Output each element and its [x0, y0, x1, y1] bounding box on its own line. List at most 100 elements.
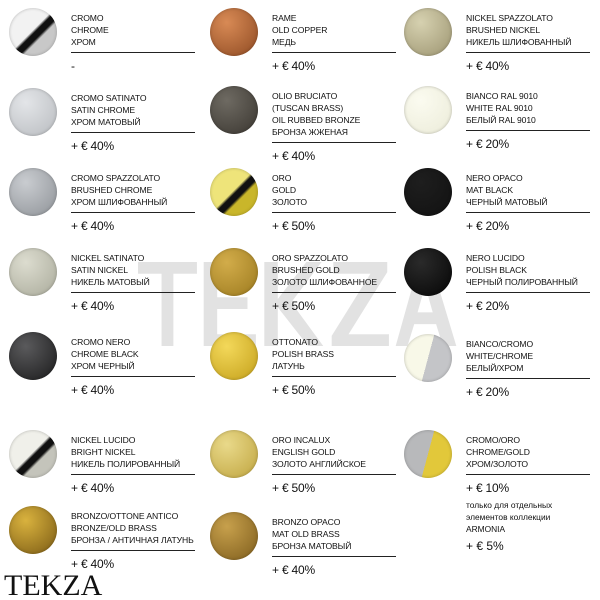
- finish-name-line: ORO: [272, 173, 292, 183]
- finish-item: NICKEL SPAZZOLATO BRUSHED NICKEL НИКЕЛЬ ШЛ…: [404, 8, 600, 88]
- finish-price: + € 40%: [71, 299, 114, 313]
- finish-name-line: ЗОЛОТО ШЛИФОВАННОЕ: [272, 277, 378, 287]
- finish-name-line: GOLD: [272, 185, 296, 195]
- finish-name-line: БЕЛЫЙ/ХРОМ: [466, 363, 524, 373]
- finish-price: + € 40%: [272, 149, 315, 163]
- finish-swatch: [404, 334, 452, 382]
- watermark-letter: [331, 262, 389, 346]
- finish-names: NICKEL LUCIDO BRIGHT NICKEL НИКЕЛЬ ПОЛИРОВ…: [71, 434, 195, 475]
- finish-name-line: ХРОМ/ЗОЛОТО: [466, 459, 528, 469]
- finish-name-line: NICKEL SPAZZOLATO: [466, 13, 553, 23]
- finish-name-line: MAT OLD BRASS: [272, 529, 340, 539]
- finish-name-line: OLIO BRUCIATO: [272, 91, 338, 101]
- finish-name-line: ORO SPAZZOLATO: [272, 253, 348, 263]
- finish-name-line: ЛАТУНЬ: [272, 361, 305, 371]
- finish-name-line: NERO OPACO: [466, 173, 523, 183]
- finish-name-line: ENGLISH GOLD: [272, 447, 336, 457]
- finish-name-line: BRUSHED CHROME: [71, 185, 153, 195]
- finish-name-line: CHROME BLACK: [71, 349, 139, 359]
- finish-swatch: [9, 168, 57, 216]
- finish-name-line: SATIN NICKEL: [71, 265, 128, 275]
- finish-name-line: ЧЕРНЫЙ ПОЛИРОВАННЫЙ: [466, 277, 578, 287]
- finish-name-line: BRUSHED GOLD: [272, 265, 340, 275]
- finish-name-line: NERO LUCIDO: [466, 253, 525, 263]
- finish-name-line: BRIGHT NICKEL: [71, 447, 136, 457]
- finish-swatch: [9, 430, 57, 478]
- finish-swatch: [9, 248, 57, 296]
- finish-name-line: MAT BLACK: [466, 185, 514, 195]
- finish-item: OLIO BRUCIATO (TUSCAN BRASS) OIL RUBBED BR…: [210, 86, 410, 166]
- finish-name-line: NICKEL LUCIDO: [71, 435, 136, 445]
- finish-price: + € 50%: [272, 219, 315, 233]
- finish-price: + € 40%: [71, 383, 114, 397]
- finish-swatch: [9, 506, 57, 554]
- finish-name-line: НИКЕЛЬ МАТОВЫЙ: [71, 277, 150, 287]
- finish-price: + € 40%: [272, 59, 315, 73]
- finish-names: ORO GOLD ЗОЛОТО: [272, 172, 396, 213]
- finish-name-line: МЕДЬ: [272, 37, 296, 47]
- finish-price: + € 40%: [272, 563, 315, 577]
- finish-note-line: ARMONIA: [466, 524, 506, 534]
- finish-names: BRONZO OPACO MAT OLD BRASS БРОНЗА МАТОВЫЙ: [272, 516, 396, 557]
- finish-name-line: ХРОМ МАТОВЫЙ: [71, 117, 141, 127]
- finish-item: ORO INCALUX ENGLISH GOLD ЗОЛОТО АНГЛИЙСКОЕ…: [210, 430, 410, 510]
- finish-name-line: POLISH BRASS: [272, 349, 334, 359]
- finish-name-line: БРОНЗА / АНТИЧНАЯ ЛАТУНЬ: [71, 535, 194, 545]
- finish-name-line: BIANCO RAL 9010: [466, 91, 538, 101]
- finish-price: + € 20%: [466, 385, 509, 399]
- finish-swatch: [210, 332, 258, 380]
- finish-names: OLIO BRUCIATO (TUSCAN BRASS) OIL RUBBED BR…: [272, 90, 396, 143]
- finish-item: OTTONATO POLISH BRASS ЛАТУНЬ + € 50%: [210, 332, 410, 412]
- finish-name-line: RAME: [272, 13, 297, 23]
- finish-name-line: BRONZO OPACO: [272, 517, 341, 527]
- finish-name-line: CHROME: [71, 25, 109, 35]
- finish-names: NERO LUCIDO POLISH BLACK ЧЕРНЫЙ ПОЛИРОВАНН…: [466, 252, 590, 293]
- finish-name-line: ORO INCALUX: [272, 435, 331, 445]
- finish-price: + € 20%: [466, 219, 509, 233]
- finish-name-line: ХРОМ: [71, 37, 96, 47]
- finish-name-line: OIL RUBBED BRONZE: [272, 115, 361, 125]
- finish-item: RAME OLD COPPER МЕДЬ + € 40%: [210, 8, 410, 88]
- finish-name-line: SATIN CHROME: [71, 105, 136, 115]
- finish-item: CROMO SPAZZOLATO BRUSHED CHROME ХРОМ ШЛИФО…: [9, 168, 209, 248]
- finish-names: ORO INCALUX ENGLISH GOLD ЗОЛОТО АНГЛИЙСКОЕ: [272, 434, 396, 475]
- finish-note-line: элементов коллекции: [466, 512, 551, 522]
- finish-swatch: [9, 8, 57, 56]
- finish-names: BIANCO RAL 9010 WHITE RAL 9010 БЕЛЫЙ RAL 9…: [466, 90, 590, 131]
- finish-names: NERO OPACO MAT BLACK ЧЕРНЫЙ МАТОВЫЙ: [466, 172, 590, 213]
- finish-price: + € 40%: [71, 481, 114, 495]
- finish-names: RAME OLD COPPER МЕДЬ: [272, 12, 396, 53]
- finish-name-line: CROMO SPAZZOLATO: [71, 173, 161, 183]
- finish-item: CROMO NERO CHROME BLACK ХРОМ ЧЕРНЫЙ + € 40%: [9, 332, 209, 412]
- finish-price: + € 10%: [466, 481, 509, 495]
- finish-swatch: [404, 86, 452, 134]
- finish-item: NICKEL LUCIDO BRIGHT NICKEL НИКЕЛЬ ПОЛИРОВ…: [9, 430, 209, 510]
- finish-names: BIANCO/CROMO WHITE/CHROME БЕЛЫЙ/ХРОМ: [466, 338, 590, 379]
- finish-name-line: НИКЕЛЬ ПОЛИРОВАННЫЙ: [71, 459, 181, 469]
- finish-name-line: WHITE RAL 9010: [466, 103, 533, 113]
- finish-name-line: BIANCO/CROMO: [466, 339, 534, 349]
- finish-price: + € 20%: [466, 137, 509, 151]
- finish-item: CROMO/ORO CHROME/GOLD ХРОМ/ЗОЛОТО + € 10% то…: [404, 430, 600, 553]
- finish-name-line: БРОНЗА ЖЖЕНАЯ: [272, 127, 348, 137]
- finish-swatch: [404, 430, 452, 478]
- finish-name-line: POLISH BLACK: [466, 265, 527, 275]
- finish-name-line: ХРОМ ШЛИФОВАННЫЙ: [71, 197, 168, 207]
- finish-names: OTTONATO POLISH BRASS ЛАТУНЬ: [272, 336, 396, 377]
- finish-name-line: ЗОЛОТО АНГЛИЙСКОЕ: [272, 459, 366, 469]
- finish-name-line: ЧЕРНЫЙ МАТОВЫЙ: [466, 197, 548, 207]
- finish-swatch: [210, 248, 258, 296]
- finish-price: + € 50%: [272, 481, 315, 495]
- finish-name-line: (TUSCAN BRASS): [272, 103, 344, 113]
- finish-price: + € 40%: [466, 59, 509, 73]
- finish-item: BRONZO/OTTONE ANTICO BRONZE/OLD BRASS БРОН…: [9, 506, 209, 586]
- finish-names: CROMO SATINATO SATIN CHROME ХРОМ МАТОВЫЙ: [71, 92, 195, 133]
- finish-name-line: CROMO/ORO: [466, 435, 521, 445]
- finish-price: + € 20%: [466, 299, 509, 313]
- finish-names: ORO SPAZZOLATO BRUSHED GOLD ЗОЛОТО ШЛИФОВА…: [272, 252, 396, 293]
- finish-name-line: OTTONATO: [272, 337, 318, 347]
- finish-names: NICKEL SATINATO SATIN NICKEL НИКЕЛЬ МАТОВЫ…: [71, 252, 195, 293]
- finish-swatch: [404, 168, 452, 216]
- finish-swatch: [210, 430, 258, 478]
- finish-item: ORO GOLD ЗОЛОТО + € 50%: [210, 168, 410, 248]
